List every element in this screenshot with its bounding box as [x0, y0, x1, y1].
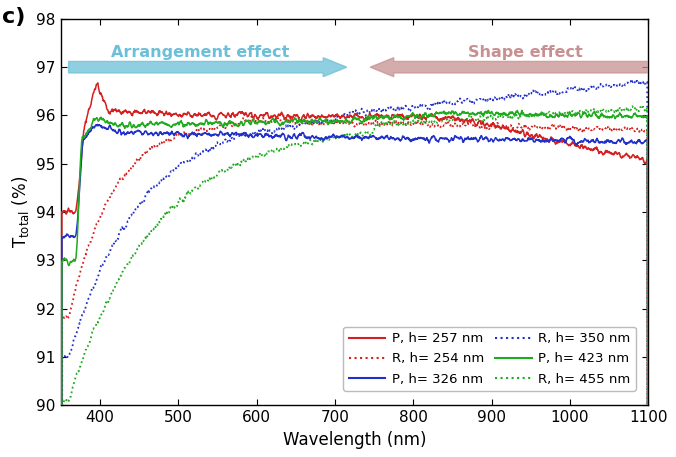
Text: Shape effect: Shape effect: [468, 45, 583, 60]
FancyArrow shape: [68, 58, 347, 77]
FancyArrow shape: [370, 58, 648, 77]
Text: Arrangement effect: Arrangement effect: [111, 45, 289, 60]
Legend: P, h= 257 nm, R, h= 254 nm, P, h= 326 nm, R, h= 350 nm, P, h= 423 nm, R, h= 455 : P, h= 257 nm, R, h= 254 nm, P, h= 326 nm…: [343, 327, 636, 391]
Y-axis label: T$_{\mathrm{total}}$ (%): T$_{\mathrm{total}}$ (%): [10, 176, 31, 248]
X-axis label: Wavelength (nm): Wavelength (nm): [283, 430, 427, 449]
Text: c): c): [2, 7, 25, 27]
